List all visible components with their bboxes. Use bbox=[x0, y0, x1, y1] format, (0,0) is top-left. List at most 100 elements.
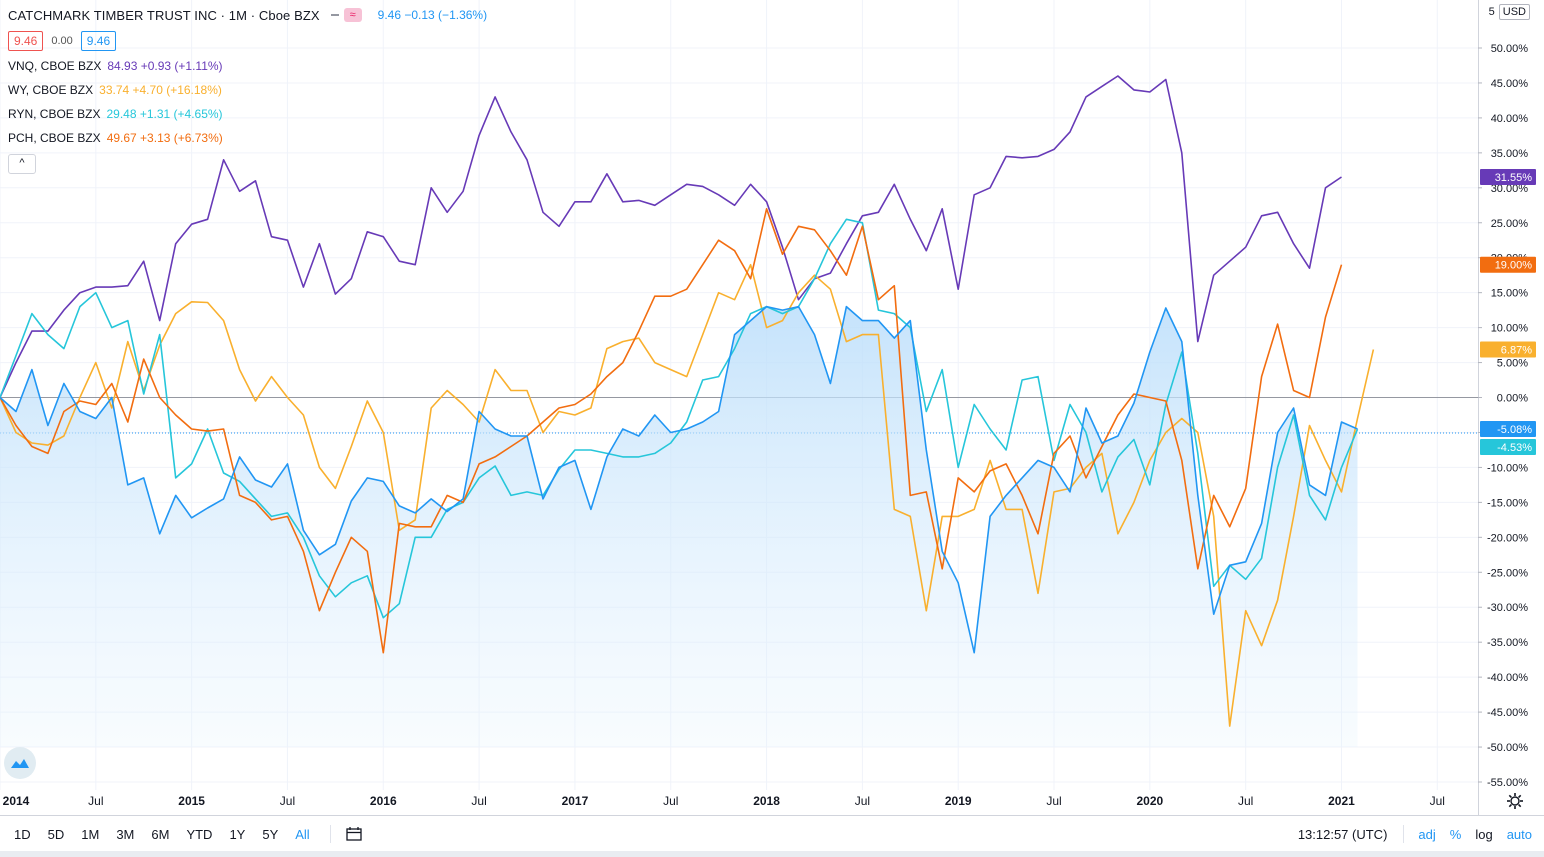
last-value-text: 19.00% bbox=[1495, 260, 1533, 272]
series-line-catchmark-timber-trust-inc bbox=[0, 305, 1358, 654]
price-tick-label: 0.00% bbox=[1497, 393, 1528, 405]
last-value-text: -4.53% bbox=[1497, 442, 1532, 454]
comparison-list: VNQ, CBOE BZX 84.93 +0.93 (+1.11%) WY, CBO… bbox=[8, 54, 487, 150]
divider bbox=[1403, 825, 1405, 843]
price-tick-label: 5.00% bbox=[1497, 358, 1528, 370]
time-tick-label: Jul bbox=[1046, 794, 1061, 808]
range-selector: 1D 5D 1M 3M 6M YTD 1Y 5Y All bbox=[0, 827, 312, 842]
chevron-up-icon[interactable]: ^ bbox=[8, 154, 36, 174]
range-button-1y[interactable]: 1Y bbox=[229, 826, 246, 842]
bid-ask-row: 9.46 0.00 9.46 bbox=[8, 30, 487, 52]
settings-gear-icon[interactable] bbox=[1506, 792, 1524, 810]
range-button-all[interactable]: All bbox=[295, 826, 310, 842]
price-tick-label: -40.00% bbox=[1487, 672, 1528, 684]
area-fill bbox=[0, 306, 1358, 747]
time-tick-label: 2016 bbox=[370, 794, 397, 808]
compare-wave-icon[interactable]: ≈ bbox=[343, 8, 362, 22]
minus-icon[interactable] bbox=[328, 10, 342, 20]
last-value-tag bbox=[1480, 256, 1536, 273]
price-tick-label: 15.00% bbox=[1491, 288, 1529, 300]
comparison-quote: 29.48 +1.31 (+4.65%) bbox=[106, 107, 223, 121]
main-quote: 9.46 −0.13 (−1.36%) bbox=[377, 8, 488, 22]
adj-toggle[interactable]: adj bbox=[1418, 826, 1436, 842]
comparison-quote: 84.93 +0.93 (+1.11%) bbox=[107, 59, 223, 73]
price-labels: 31.55% 19.00% 6.87% -5.08% -4.53% bbox=[1480, 168, 1536, 455]
comparison-symbol: RYN, CBOE BZX bbox=[8, 107, 101, 121]
price-tick-label: 35.00% bbox=[1491, 148, 1529, 160]
price-tick-label: -20.00% bbox=[1487, 532, 1528, 544]
percent-toggle[interactable]: % bbox=[1449, 826, 1462, 842]
auto-toggle[interactable]: auto bbox=[1506, 826, 1532, 842]
range-button-1m[interactable]: 1M bbox=[81, 826, 100, 842]
footer-strip bbox=[0, 851, 1544, 857]
series-line-pch bbox=[0, 208, 1343, 654]
last-value-text: 6.87% bbox=[1501, 344, 1532, 356]
currency-box[interactable]: 5 USD bbox=[1489, 4, 1530, 20]
title-row: CATCHMARK TIMBER TRUST INC · 1M · Cboe B… bbox=[8, 6, 487, 24]
time-tick-label: 2019 bbox=[945, 794, 972, 808]
time-tick-label: Jul bbox=[471, 794, 486, 808]
price-tick-label: -15.00% bbox=[1487, 497, 1528, 509]
price-tick-label: 25.00% bbox=[1491, 218, 1529, 230]
price-tick-label: 50.00% bbox=[1491, 43, 1529, 55]
comparison-symbol: VNQ, CBOE BZX bbox=[8, 59, 102, 73]
comparison-row[interactable]: PCH, CBOE BZX 49.67 +3.13 (+6.73%) bbox=[8, 126, 487, 150]
range-button-6m[interactable]: 6M bbox=[151, 826, 170, 842]
axes: 50.00%45.00%40.00%35.00%30.00%25.00%20.0… bbox=[0, 0, 1544, 816]
price-tick-label: 10.00% bbox=[1491, 323, 1529, 335]
scale-top-value: 5 bbox=[1488, 6, 1495, 18]
goto-date-icon[interactable] bbox=[345, 826, 363, 842]
comparison-quote: 49.67 +3.13 (+6.73%) bbox=[106, 131, 223, 145]
tradingview-logo-icon[interactable] bbox=[4, 747, 36, 779]
last-value-text: -5.08% bbox=[1497, 424, 1532, 436]
time-tick-label: 2014 bbox=[3, 794, 30, 808]
series-line-wy bbox=[0, 263, 1375, 727]
range-button-5d[interactable]: 5D bbox=[47, 826, 65, 842]
time-tick-label: Jul bbox=[1430, 794, 1445, 808]
comparison-row[interactable]: VNQ, CBOE BZX 84.93 +0.93 (+1.11%) bbox=[8, 54, 487, 78]
scale-controls: 13:12:57 (UTC) adj % log auto bbox=[1298, 819, 1532, 849]
price-tick-label: -45.00% bbox=[1487, 707, 1528, 719]
comparison-symbol: PCH, CBOE BZX bbox=[8, 131, 101, 145]
main-series-area bbox=[0, 306, 1358, 747]
price-tick-label: 30.00% bbox=[1491, 183, 1529, 195]
comparison-symbol: WY, CBOE BZX bbox=[8, 83, 94, 97]
divider bbox=[329, 825, 331, 843]
legend: CATCHMARK TIMBER TRUST INC · 1M · Cboe B… bbox=[8, 6, 487, 174]
currency-label[interactable]: USD bbox=[1498, 4, 1530, 20]
time-tick-label: Jul bbox=[663, 794, 678, 808]
range-button-ytd[interactable]: YTD bbox=[186, 826, 213, 842]
comparison-row[interactable]: RYN, CBOE BZX 29.48 +1.31 (+4.65%) bbox=[8, 102, 487, 126]
log-toggle[interactable]: log bbox=[1475, 826, 1493, 842]
price-tick-label: 40.00% bbox=[1491, 113, 1529, 125]
utc-clock[interactable]: 13:12:57 (UTC) bbox=[1297, 826, 1388, 842]
time-tick-label: Jul bbox=[88, 794, 103, 808]
time-tick-label: 2020 bbox=[1136, 794, 1163, 808]
time-tick-label: Jul bbox=[1238, 794, 1253, 808]
time-tick-label: 2021 bbox=[1328, 794, 1355, 808]
last-value-tag bbox=[1480, 341, 1536, 358]
last-value-tag bbox=[1480, 168, 1536, 185]
range-button-1d[interactable]: 1D bbox=[14, 826, 31, 842]
range-button-5y[interactable]: 5Y bbox=[262, 826, 279, 842]
last-value-tag bbox=[1480, 438, 1536, 455]
series-lines bbox=[0, 75, 1375, 727]
spread-value: 0.00 bbox=[51, 35, 73, 47]
comparison-quote: 33.74 +4.70 (+16.18%) bbox=[99, 83, 222, 97]
series-line-vnq bbox=[0, 75, 1342, 398]
last-value-text: 31.55% bbox=[1495, 172, 1533, 184]
symbol-title[interactable]: CATCHMARK TIMBER TRUST INC · 1M · Cboe B… bbox=[8, 7, 320, 23]
price-tick-label: -50.00% bbox=[1487, 742, 1528, 754]
last-value-tag bbox=[1480, 420, 1536, 437]
ask-price[interactable]: 9.46 bbox=[80, 31, 117, 51]
time-tick-label: Jul bbox=[280, 794, 295, 808]
range-button-3m[interactable]: 3M bbox=[116, 826, 135, 842]
series-line-ryn bbox=[0, 218, 1359, 619]
price-tick-label: 45.00% bbox=[1491, 78, 1529, 90]
bid-price[interactable]: 9.46 bbox=[8, 31, 44, 51]
time-tick-label: 2017 bbox=[562, 794, 589, 808]
comparison-row[interactable]: WY, CBOE BZX 33.74 +4.70 (+16.18%) bbox=[8, 78, 487, 102]
price-tick-label: -30.00% bbox=[1487, 602, 1528, 614]
price-tick-label: -55.00% bbox=[1487, 777, 1528, 789]
